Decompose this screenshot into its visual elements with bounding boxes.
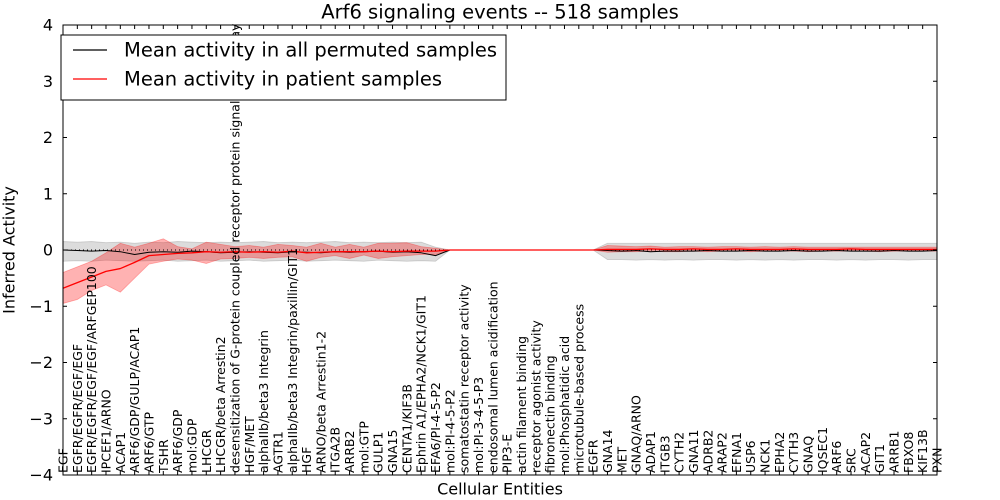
x-tick-label: desensitization of G-protein coupled rec… [227, 23, 242, 473]
x-tick-label: TSHR [156, 439, 171, 474]
chart-title: Arf6 signaling events -- 518 samples [321, 1, 679, 24]
x-tick-label: HGF/MET [242, 416, 257, 473]
x-tick-label: ARAP2 [715, 432, 730, 473]
x-tick-label: GNAQ [801, 436, 816, 473]
x-tick-label: EGFR [586, 439, 601, 473]
x-tick-label: AGTR1 [270, 431, 285, 473]
x-tick-label: GULP1 [371, 432, 386, 473]
y-tick-label: −1 [29, 297, 53, 316]
legend-label-patient: Mean activity in patient samples [124, 68, 442, 91]
x-tick-label: ARF6/GDP/GULP/ACAP1 [127, 327, 142, 473]
x-tick-label: receptor agonist activity [528, 320, 543, 473]
x-tick-label: GIT1 [872, 444, 887, 473]
x-tick-label: GNA15 [385, 430, 400, 474]
x-tick-label: mol:GTP [356, 421, 371, 473]
x-tick-label: EGF [56, 448, 71, 473]
x-tick-label: EGFR/EGFR/EGF/EGF/ARFGEP100 [84, 266, 99, 473]
x-tick-label: ACAP1 [113, 432, 128, 473]
x-tick-label: microtubule-based process [571, 304, 586, 473]
y-tick-label: 0 [43, 241, 53, 260]
x-tick-label: LHCGR/beta Arrestin2 [213, 336, 228, 473]
y-tick-label: 3 [43, 72, 53, 91]
x-tick-label: ARF6/GDP [170, 409, 185, 473]
y-tick-label: −4 [29, 466, 53, 485]
x-tick-label: ARF6 [829, 441, 844, 473]
x-tick-label: mol:GDP [184, 418, 199, 473]
x-tick-label: LHCGR [199, 429, 214, 473]
x-tick-label: ARF6/GTP [141, 412, 156, 473]
x-tick-label: mol:PI-4-5-P2 [442, 389, 457, 473]
x-tick-label: GNA11 [686, 430, 701, 474]
x-tick-label: EPHA2 [772, 432, 787, 473]
x-tick-label: ARRB1 [887, 431, 902, 473]
x-tick-labels: EGF EGFR/EGFR/EGF/EGF EGFR/EGFR/EGF/EGF/AR… [56, 23, 945, 474]
x-tick-label: ADRB2 [700, 430, 715, 473]
x-tick-label: mol:PI-3-4-5-P3 [471, 377, 486, 473]
y-tick-label: 1 [43, 184, 53, 203]
x-tick-label: mol:Phosphatidic acid [557, 336, 572, 473]
x-tick-label: PIP3-E [500, 434, 515, 473]
x-tick-label: SRC [844, 448, 859, 473]
x-tick-label: CENTA1/KIF3B [399, 384, 414, 473]
x-tick-label: ADAP1 [643, 431, 658, 473]
x-tick-label: KIF13B [915, 429, 930, 473]
x-tick-label: Ephrin A1/EPHA2/NCK1/GIT1 [414, 295, 429, 473]
x-tick-label: ARRB2 [342, 431, 357, 473]
x-tick-label: EFNA1 [729, 432, 744, 473]
x-tick-label: EFA6/PI-4-5-P2 [428, 382, 443, 473]
x-tick-label: PXN [930, 448, 945, 473]
x-tick-label: alphaIIb/beta3 Integrin/paxillin/GIT1 [285, 248, 300, 473]
x-tick-label: alphaIIb/beta3 Integrin [256, 330, 271, 473]
line-patient [62, 248, 937, 289]
x-tick-label: fibronectin binding [543, 355, 558, 473]
y-tick-label: 4 [43, 16, 53, 35]
x-tick-label: GNAQ/ARNO [629, 395, 644, 473]
x-tick-label: FBXO8 [901, 432, 916, 473]
x-tick-label: EGFR/EGFR/EGF/EGF [70, 344, 85, 473]
x-tick-label: ARNO/beta Arrestin1-2 [313, 331, 328, 473]
x-tick-label: ITGA2B [328, 427, 343, 473]
x-tick-label: GNA14 [600, 429, 615, 473]
legend-box [60, 34, 507, 101]
x-tick-label: USP6 [743, 440, 758, 473]
legend: Mean activity in all permuted samples Me… [60, 34, 507, 101]
x-tick-label: ITGB3 [657, 435, 672, 473]
legend-label-permuted: Mean activity in all permuted samples [124, 39, 497, 62]
x-tick-label: somatostatin receptor activity [457, 284, 472, 473]
x-tick-label: endosomal lumen acidification [485, 281, 500, 473]
x-tick-label: CYTH3 [786, 432, 801, 473]
x-tick-label: actin filament binding [514, 336, 529, 473]
y-axis-label: Inferred Activity [0, 186, 19, 314]
y-tick-labels: 4 3 2 1 0 −1 −2 −3 −4 [29, 16, 53, 485]
x-tick-label: ACAP2 [858, 432, 873, 473]
y-tick-label: −2 [29, 353, 53, 372]
x-tick-label: IPCEF1/ARNO [98, 389, 113, 473]
y-tick-label: 2 [43, 128, 53, 147]
series-lines [62, 248, 938, 289]
x-tick-label: IQSEC1 [815, 427, 830, 473]
x-tick-label: MET [614, 446, 629, 473]
x-axis-label: Cellular Entities [437, 480, 563, 499]
y-tick-label: −3 [29, 409, 53, 428]
x-tick-label: NCK1 [758, 439, 773, 473]
x-tick-label: CYTH2 [672, 432, 687, 473]
x-tick-label: HGF [299, 447, 314, 473]
